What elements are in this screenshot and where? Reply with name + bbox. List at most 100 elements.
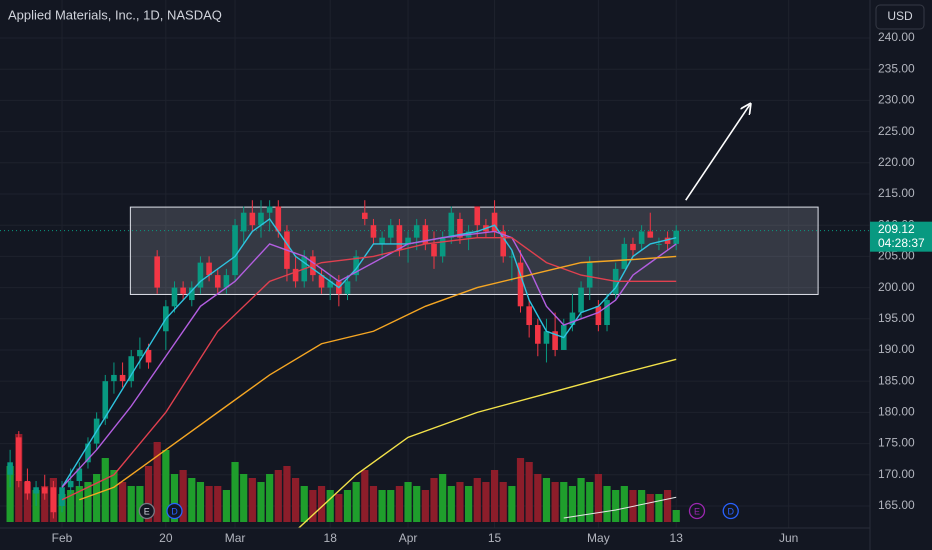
currency-label[interactable]: USD bbox=[887, 9, 913, 23]
volume-bar bbox=[413, 486, 421, 522]
volume-bar bbox=[309, 490, 317, 522]
volume-bar bbox=[240, 474, 248, 522]
event-label: D bbox=[727, 506, 734, 516]
volume-bar bbox=[153, 442, 161, 522]
volume-bar bbox=[534, 474, 542, 522]
volume-bar bbox=[395, 486, 404, 522]
candle-body bbox=[604, 300, 610, 326]
volume-bar bbox=[516, 458, 525, 522]
x-tick-label: Mar bbox=[225, 531, 246, 545]
last-price-tag bbox=[870, 221, 932, 252]
volume-bar bbox=[586, 482, 594, 522]
candle-body bbox=[318, 275, 325, 288]
candle-body bbox=[171, 287, 178, 307]
candle-body bbox=[379, 237, 385, 244]
candle-body bbox=[258, 212, 264, 226]
candle-body bbox=[509, 256, 515, 258]
y-tick-label: 205.00 bbox=[878, 249, 915, 263]
volume-bar bbox=[170, 474, 179, 522]
volume-bar bbox=[93, 474, 101, 522]
volume-bar bbox=[231, 462, 239, 522]
candle-body bbox=[7, 462, 13, 475]
volume-bar bbox=[283, 466, 291, 522]
candle-body bbox=[145, 349, 152, 363]
candle-body bbox=[370, 225, 377, 238]
candle-body bbox=[327, 281, 333, 288]
candle-body bbox=[517, 262, 524, 307]
candle-body bbox=[353, 256, 359, 276]
candle-body bbox=[647, 231, 654, 238]
volume-bar bbox=[551, 482, 559, 522]
volume-bar bbox=[335, 494, 343, 522]
volume-bar bbox=[188, 478, 196, 522]
candle-body bbox=[526, 306, 532, 326]
event-icon bbox=[688, 502, 706, 520]
volume-bar bbox=[162, 450, 170, 522]
candle-body bbox=[85, 443, 91, 463]
candle-body bbox=[621, 243, 628, 269]
x-tick-label: 13 bbox=[670, 531, 684, 545]
volume-bar bbox=[646, 494, 654, 522]
y-tick-label: 200.00 bbox=[878, 280, 915, 294]
volume-bar bbox=[110, 470, 118, 522]
candle-body bbox=[344, 281, 351, 294]
candle-body bbox=[24, 481, 31, 494]
volume-bar bbox=[404, 482, 412, 522]
candle-body bbox=[491, 212, 498, 232]
candle-body bbox=[457, 218, 463, 238]
volume-bar bbox=[257, 482, 265, 522]
volume-bar bbox=[456, 482, 464, 522]
candle-body bbox=[543, 331, 550, 344]
volume-bar bbox=[144, 466, 153, 522]
volume-bar bbox=[603, 486, 611, 522]
volume-bar bbox=[75, 486, 83, 522]
candle-body bbox=[266, 206, 273, 213]
volume-bar bbox=[343, 490, 352, 522]
candle-body bbox=[59, 487, 65, 506]
candle-body bbox=[67, 481, 74, 488]
event-label: E bbox=[144, 506, 150, 516]
volume-bar bbox=[6, 466, 14, 522]
candle-body bbox=[569, 312, 576, 326]
candle-body bbox=[15, 437, 22, 482]
candle-body bbox=[206, 262, 212, 276]
y-tick-label: 225.00 bbox=[878, 124, 915, 138]
y-tick-label: 175.00 bbox=[878, 436, 915, 450]
candle-body bbox=[431, 243, 437, 257]
volume-bar bbox=[490, 470, 499, 522]
event-icon bbox=[722, 502, 739, 520]
candle-body bbox=[111, 374, 117, 382]
volume-bar bbox=[447, 486, 455, 522]
currency-button[interactable] bbox=[875, 4, 925, 30]
volume-bar bbox=[361, 470, 369, 522]
y-tick-label: 195.00 bbox=[878, 311, 915, 325]
candle-body bbox=[405, 237, 411, 244]
volume-bar bbox=[41, 486, 49, 522]
y-tick-label: 185.00 bbox=[878, 373, 915, 387]
volume-bar bbox=[439, 474, 447, 522]
volume-bar bbox=[84, 482, 92, 522]
candle-body bbox=[292, 268, 299, 282]
volume-bar bbox=[482, 482, 490, 522]
volume-bar bbox=[291, 478, 300, 522]
trend-arrow bbox=[685, 105, 750, 201]
volume-bar bbox=[326, 490, 334, 522]
volume-bar bbox=[23, 482, 32, 522]
event-icon bbox=[166, 502, 183, 520]
volume-bar bbox=[663, 490, 672, 522]
x-tick-label: 18 bbox=[324, 531, 338, 545]
x-tick-label: May bbox=[587, 531, 610, 545]
x-tick-label: 20 bbox=[159, 531, 173, 545]
candle-body bbox=[223, 275, 230, 288]
candle-body bbox=[396, 225, 403, 251]
volume-bar bbox=[352, 482, 360, 522]
volume-bar bbox=[179, 470, 187, 522]
candle-body bbox=[664, 237, 671, 244]
volume-bar bbox=[32, 490, 40, 522]
candle-body bbox=[240, 212, 247, 232]
candle-body bbox=[361, 212, 368, 219]
event-label: D bbox=[171, 506, 178, 516]
candle-body bbox=[552, 331, 558, 350]
volume-bar bbox=[465, 486, 473, 522]
